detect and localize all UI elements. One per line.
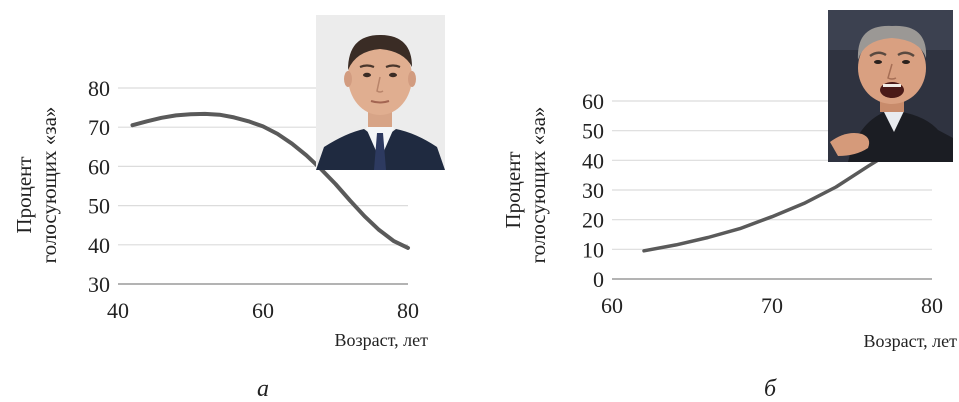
data-point (160, 116, 163, 119)
data-point (334, 182, 337, 186)
data-point (261, 125, 265, 128)
x-tick-label: 80 (397, 298, 419, 323)
data-point (392, 239, 395, 243)
data-point (203, 112, 207, 116)
y-axis-label-a-line1: Процент (12, 156, 36, 233)
data-point (674, 243, 678, 247)
data-point (770, 215, 774, 218)
data-point (834, 185, 838, 189)
y-tick-label: 20 (582, 208, 604, 233)
x-tick-label: 60 (601, 293, 623, 318)
data-points-a (131, 112, 410, 250)
y-axis-label-b-line1: Процент (501, 151, 525, 228)
data-point (738, 227, 742, 230)
panel-label-b: б (764, 376, 777, 402)
y-tick-label: 60 (582, 89, 604, 114)
politician-portrait-shouting-photo (828, 10, 953, 162)
y-tick-label: 80 (88, 76, 110, 101)
data-line-a (130, 111, 410, 250)
y-tick-label: 10 (582, 237, 604, 262)
data-point (290, 142, 294, 145)
y-tick-labels-b: 0 10 20 30 40 50 60 (582, 89, 604, 292)
y-tick-labels-a: 30 40 50 60 70 80 (88, 76, 110, 297)
data-point (305, 154, 308, 157)
x-axis-label-b: Возраст, лет (864, 331, 958, 351)
y-tick-label: 40 (582, 148, 604, 173)
x-axis-label-a: Возраст, лет (335, 330, 429, 350)
y-tick-label: 40 (88, 233, 110, 258)
data-point (642, 249, 646, 253)
data-point (377, 228, 381, 232)
y-tick-label: 50 (88, 194, 110, 219)
x-tick-label: 70 (761, 293, 783, 318)
y-tick-label: 30 (88, 272, 110, 297)
data-point (218, 113, 221, 116)
y-tick-label: 70 (88, 115, 110, 140)
data-point (363, 214, 366, 218)
data-point (706, 236, 710, 239)
data-point (232, 116, 236, 119)
data-point (145, 120, 149, 123)
data-point (174, 114, 178, 117)
data-point (276, 132, 279, 136)
x-tick-labels-a: 40 60 80 (107, 298, 419, 323)
y-axis-label-b-line2: голосующих «за» (526, 107, 550, 264)
x-tick-label: 80 (921, 293, 943, 318)
y-tick-label: 30 (582, 178, 604, 203)
politician-portrait-suit-photo (316, 15, 445, 170)
x-tick-labels-b: 60 70 80 (601, 293, 943, 318)
y-tick-label: 50 (582, 119, 604, 144)
y-tick-label: 60 (88, 154, 110, 179)
x-tick-label: 40 (107, 298, 129, 323)
chart-panel-b: 60 70 80 0 10 20 30 40 50 60 Процент голосующих … (501, 10, 957, 402)
data-point (866, 165, 870, 168)
data-point (406, 246, 410, 250)
y-axis-label-a-line2: голосующих «за» (37, 107, 61, 264)
data-points-b (642, 150, 894, 253)
panel-label-a: а (257, 376, 269, 402)
data-point (247, 120, 250, 123)
data-point (189, 113, 192, 116)
y-tick-label: 0 (593, 267, 604, 292)
data-point (802, 202, 806, 205)
x-tick-label: 60 (252, 298, 274, 323)
data-point (131, 124, 134, 127)
data-point (348, 199, 352, 202)
data-line-b (642, 149, 894, 253)
